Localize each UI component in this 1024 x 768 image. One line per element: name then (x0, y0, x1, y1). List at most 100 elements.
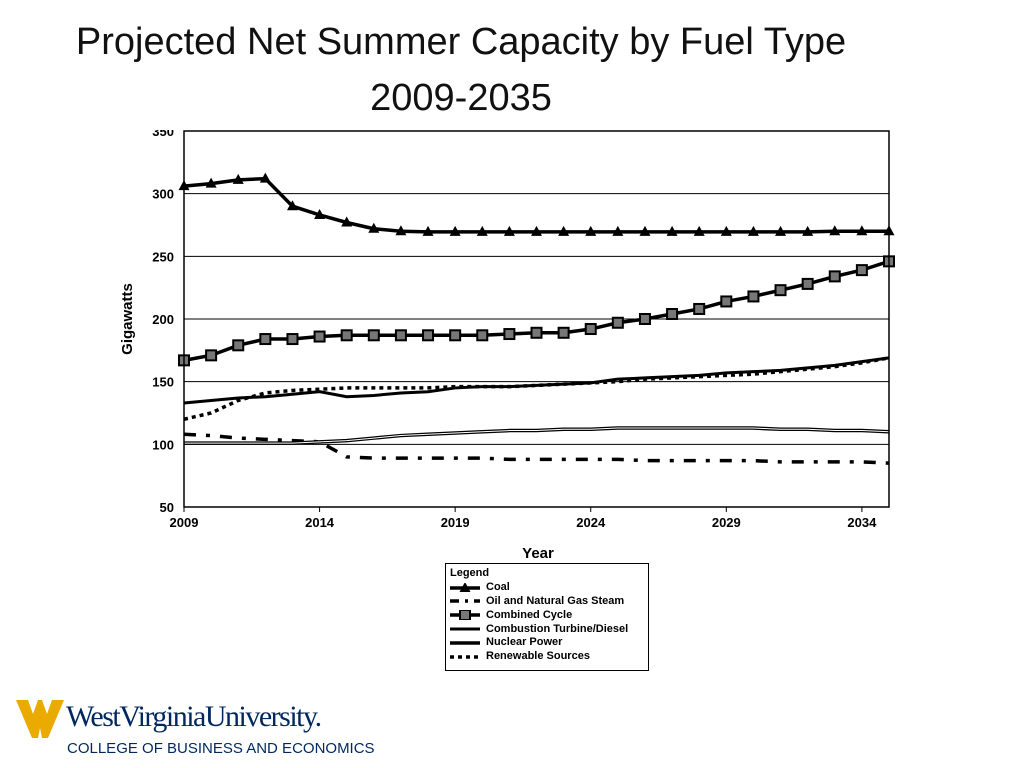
legend-label: Combustion Turbine/Diesel (486, 622, 629, 635)
legend-item-nuclear-power: Nuclear Power (450, 636, 644, 650)
series-coal (178, 172, 895, 236)
data-point (531, 225, 542, 236)
legend-title: Legend (450, 567, 490, 580)
legend-swatch (450, 627, 480, 631)
data-point (828, 270, 841, 283)
data-point (341, 216, 353, 227)
series-combustion-turbine-diesel (183, 356, 890, 405)
wvu-logo: WestVirginiaUniversity. COLLEGE OF BUSIN… (16, 698, 375, 757)
data-point (693, 302, 706, 315)
legend-item-combustion-turbine-diesel: Combustion Turbine/Diesel (450, 622, 644, 636)
data-point (476, 225, 488, 236)
series-nuclear-power (184, 426, 890, 445)
x-axis-label: Year (522, 545, 554, 562)
legend-marker (459, 582, 471, 592)
y-axis-label: Gigawatts (119, 283, 136, 355)
series-renewable-sources (183, 356, 890, 421)
data-point (476, 329, 489, 342)
data-point (720, 225, 732, 236)
data-point (449, 225, 461, 236)
legend-marker (459, 610, 471, 621)
data-point (422, 225, 434, 236)
data-point (611, 316, 624, 329)
legend-swatch (450, 610, 480, 621)
y-tick-label: 50 (160, 500, 174, 515)
data-point (232, 339, 245, 352)
legend-item-coal: Coal (450, 581, 644, 595)
legend-label: Nuclear Power (486, 636, 563, 649)
x-tick-label: 2024 (576, 515, 606, 530)
series-combined-cycle (178, 255, 895, 367)
data-point (666, 307, 679, 320)
series-line (183, 259, 890, 363)
legend-swatch (450, 641, 480, 645)
data-point (639, 225, 651, 236)
data-point (422, 329, 435, 342)
data-point (666, 225, 678, 236)
data-point (340, 329, 353, 342)
data-point (205, 349, 218, 362)
legend-label: Coal (486, 581, 510, 594)
data-point (314, 208, 326, 219)
y-tick-label: 350 (152, 130, 174, 139)
data-point (503, 225, 515, 236)
series-line (183, 356, 890, 421)
chart-title-line1: Projected Net Summer Capacity by Fuel Ty… (75, 21, 847, 63)
data-point (612, 225, 624, 236)
data-point (205, 177, 217, 188)
legend-swatch (450, 582, 480, 592)
y-tick-label: 150 (152, 375, 174, 390)
plot-frame (183, 130, 890, 508)
data-point (395, 225, 407, 236)
data-point (557, 326, 570, 339)
data-point (286, 333, 299, 346)
data-point (638, 313, 651, 325)
legend-label: Combined Cycle (486, 608, 573, 621)
data-point (232, 173, 244, 184)
logo-name: WestVirginiaUniversity. (66, 700, 322, 733)
x-tick-label: 2014 (305, 515, 335, 530)
logo-subtitle: COLLEGE OF BUSINESS AND ECONOMICS (67, 740, 375, 757)
y-tick-label: 250 (152, 249, 174, 264)
y-tick-label: 300 (152, 187, 174, 202)
x-tick-label: 2019 (441, 515, 470, 530)
legend-label: Renewable Sources (486, 650, 590, 663)
data-point (394, 329, 407, 342)
data-point (747, 225, 759, 236)
legend-item-oil-and-natural-gas-steam: Oil and Natural Gas Steam (450, 595, 644, 609)
data-point (259, 333, 272, 346)
series-line (183, 356, 890, 405)
y-tick-label: 200 (152, 312, 174, 327)
data-point (720, 295, 733, 308)
x-tick-label: 2029 (712, 515, 741, 530)
data-point (584, 323, 597, 336)
data-point (829, 225, 841, 236)
chart-title-line2: 2009-2035 (370, 77, 552, 119)
x-tick-label: 2009 (170, 515, 199, 530)
y-tick-label: 100 (152, 437, 174, 452)
flying-wv-icon (16, 700, 64, 738)
data-point (855, 264, 868, 277)
legend-label: Oil and Natural Gas Steam (486, 594, 625, 607)
legend-swatch (450, 599, 480, 604)
legend: Legend Coal Oil and Natural Gas Steam Comb… (445, 563, 649, 671)
line-chart: 50 100 150 200 250 300 350 2009 2014 2019 2024 2029… (119, 130, 895, 562)
series-oil-and-natural-gas-steam (183, 432, 890, 465)
data-point (259, 172, 271, 183)
data-point (693, 225, 705, 236)
data-point (585, 225, 597, 236)
data-point (449, 329, 462, 342)
data-point (775, 225, 787, 236)
data-point (856, 225, 868, 236)
data-point (801, 277, 814, 290)
data-point (747, 290, 760, 303)
data-point (368, 222, 380, 233)
x-tick-label: 2034 (847, 515, 877, 530)
legend-item-renewable-sources: Renewable Sources (450, 650, 644, 664)
data-point (802, 225, 814, 236)
data-point (530, 326, 543, 339)
data-point (313, 330, 326, 343)
data-point (774, 284, 787, 297)
data-point (503, 328, 516, 341)
legend-item-combined-cycle: Combined Cycle (450, 608, 644, 622)
